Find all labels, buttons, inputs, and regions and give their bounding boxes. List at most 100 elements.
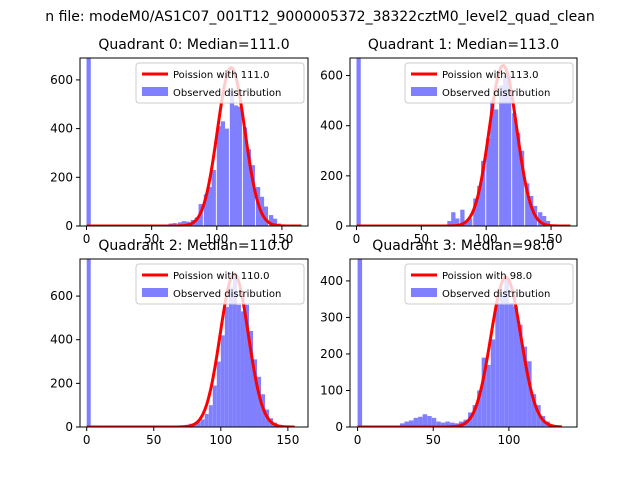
histogram-bar (522, 346, 528, 427)
y-tick-label: 100 (320, 383, 343, 397)
panel-title: Quadrant 2: Median=110.0 (98, 238, 289, 254)
histogram-bar (357, 259, 363, 427)
histogram-bar (272, 218, 278, 226)
histogram-bar (203, 194, 209, 226)
legend-line-label: Poission with 110.0 (173, 271, 269, 282)
x-tick-label: 0 (353, 232, 361, 246)
x-tick-label: 0 (354, 433, 362, 447)
legend: Poission with 98.0 Observed distribution (404, 263, 574, 305)
y-tick-label: 200 (320, 169, 343, 183)
histogram-bar (409, 420, 414, 427)
histogram-bar (212, 385, 217, 427)
y-tick-label: 0 (65, 219, 73, 233)
histogram-bar (519, 150, 525, 226)
histogram-bar (499, 295, 505, 427)
histogram-bar (516, 133, 521, 226)
histogram-bar (481, 160, 486, 226)
histogram-bar (545, 220, 551, 226)
legend-box (135, 263, 305, 305)
histogram-bar (253, 359, 258, 427)
histogram-bar (477, 185, 482, 226)
histogram-bar (399, 423, 405, 427)
histogram-bar (196, 421, 201, 427)
poisson-curve (85, 272, 296, 427)
y-tick-label: 400 (320, 119, 343, 133)
axes-frame (349, 57, 578, 227)
histogram-bar (356, 58, 361, 226)
plot-area (355, 58, 572, 226)
y-tick-label: 600 (50, 289, 73, 303)
poisson-curve (85, 66, 303, 226)
y-tick-label: 200 (50, 376, 73, 390)
histogram-bar (248, 331, 254, 427)
x-tick-label: 50 (144, 232, 159, 246)
axes-frame (349, 258, 578, 428)
histogram-bar (427, 416, 432, 427)
histogram-bar (495, 302, 500, 427)
histogram-bar (486, 364, 491, 427)
legend-bar-label: Observed distribution (173, 289, 281, 300)
histogram-bar (237, 106, 242, 226)
histogram-bar (513, 306, 518, 427)
histogram-bar (177, 222, 183, 226)
histogram-bar (464, 220, 469, 226)
histogram-bar (200, 419, 205, 427)
x-tick-label: 0 (83, 433, 91, 447)
histogram-bar (468, 218, 473, 226)
panel-quadrant-1: Quadrant 1: Median=113.0 0 50 100 150 0 200 400… (320, 37, 578, 246)
legend-box (135, 62, 305, 104)
histogram-bar (440, 422, 446, 427)
legend-box (404, 62, 574, 104)
histogram-bar (207, 187, 212, 226)
histogram-bar (229, 89, 235, 226)
legend-bar-swatch (142, 87, 168, 96)
histogram-bar (449, 422, 455, 427)
legend-bar-label: Observed distribution (442, 88, 550, 99)
histogram-bar (240, 311, 245, 427)
histogram-bar (211, 170, 216, 226)
histogram-bar (233, 105, 239, 226)
histogram-bar (455, 218, 460, 226)
histogram-bar (473, 198, 478, 226)
legend: Poission with 113.0 Observed distribution (404, 62, 574, 104)
plot-area (356, 259, 563, 427)
x-tick-label: 0 (83, 232, 91, 246)
histogram-bar (512, 113, 517, 226)
x-tick-label: 100 (475, 232, 498, 246)
legend-bar-label: Observed distribution (173, 88, 281, 99)
histogram-bar (181, 221, 186, 226)
panel-title: Quadrant 0: Median=111.0 (98, 37, 289, 53)
legend-line-label: Poission with 113.0 (442, 70, 538, 81)
histogram-bar (541, 215, 547, 226)
y-tick-label: 600 (50, 73, 73, 87)
histogram-bar (257, 376, 262, 427)
histogram-bar (481, 357, 487, 427)
histogram-bar (490, 100, 495, 226)
histogram-bar (220, 335, 225, 427)
histogram-bar (224, 128, 229, 226)
histogram-bar (447, 220, 452, 226)
histogram-bar (208, 405, 213, 427)
x-tick-label: 100 (497, 433, 520, 447)
histogram-bar (232, 276, 237, 427)
legend-line-label: Poission with 111.0 (173, 70, 269, 81)
histogram-bar (204, 413, 209, 427)
y-tick-label: 200 (320, 347, 343, 361)
histogram-bar (472, 405, 478, 427)
x-tick-label: 150 (270, 232, 293, 246)
histogram-bar (422, 414, 428, 427)
x-tick-label: 50 (414, 232, 429, 246)
figure-suptitle: n file: modeM0/AS1C07_001T12_9000005372_… (45, 9, 594, 25)
histogram-bar (436, 421, 441, 427)
panel-quadrant-3: Quadrant 3: Median=98.0 0 50 100 0 100 200 300 4… (320, 238, 578, 447)
histogram-bar (451, 212, 456, 226)
histogram-bar (477, 390, 482, 427)
histogram-bar (445, 421, 450, 427)
histogram-bar (493, 109, 499, 226)
histogram-bar (486, 138, 491, 226)
histogram-bar (529, 195, 534, 226)
panel-title: Quadrant 3: Median=98.0 (372, 238, 554, 254)
histogram-bar (527, 361, 532, 427)
histogram-bar (194, 217, 199, 226)
